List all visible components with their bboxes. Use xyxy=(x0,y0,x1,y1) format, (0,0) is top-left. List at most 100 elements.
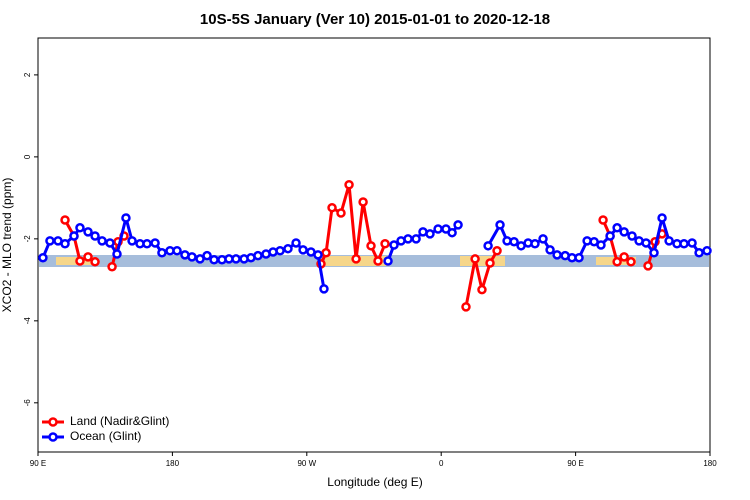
data-point xyxy=(319,284,329,294)
data-point xyxy=(694,248,704,258)
data-point xyxy=(195,254,205,264)
data-point xyxy=(69,231,79,241)
data-point xyxy=(38,252,48,263)
y-tick-label: -4 xyxy=(23,317,32,325)
data-point xyxy=(664,236,674,246)
data-point xyxy=(142,239,152,249)
data-point xyxy=(470,254,480,264)
x-tick-label: 180 xyxy=(166,459,180,468)
x-axis-label: Longitude (deg E) xyxy=(327,475,422,489)
data-point xyxy=(702,245,712,256)
data-point xyxy=(60,215,70,225)
data-point xyxy=(552,250,562,260)
data-point xyxy=(605,231,615,241)
x-tick-label: 180 xyxy=(703,459,717,468)
data-point xyxy=(202,250,212,261)
data-point xyxy=(366,241,376,251)
data-point xyxy=(60,239,70,249)
legend-label: Ocean (Glint) xyxy=(70,429,141,443)
data-point xyxy=(45,236,55,246)
data-point xyxy=(90,231,100,241)
data-point xyxy=(626,257,636,267)
y-tick-label: -6 xyxy=(23,399,32,407)
data-point xyxy=(492,245,502,256)
data-point xyxy=(157,248,167,258)
data-point xyxy=(530,239,540,249)
x-tick-label: 90 E xyxy=(30,459,46,468)
legend-marker xyxy=(48,432,58,442)
y-tick-label: 0 xyxy=(23,154,32,159)
data-point xyxy=(336,208,346,218)
data-point xyxy=(643,261,653,271)
data-point xyxy=(619,227,629,237)
band-land xyxy=(460,256,505,266)
data-point xyxy=(313,250,323,260)
data-point xyxy=(75,223,85,233)
data-point xyxy=(127,236,137,246)
data-point xyxy=(538,234,548,244)
y-tick-label: -2 xyxy=(23,235,32,243)
data-point xyxy=(380,239,390,249)
y-axis-label: XCO2 - MLO trend (ppm) xyxy=(0,178,14,313)
data-point xyxy=(344,179,354,190)
data-point xyxy=(283,243,293,254)
data-point xyxy=(351,254,361,264)
data-point xyxy=(275,245,285,256)
data-point xyxy=(327,202,337,213)
data-point xyxy=(425,229,435,239)
data-point xyxy=(485,258,495,268)
data-point xyxy=(358,197,368,207)
data-point xyxy=(321,248,331,258)
y-tick-label: 2 xyxy=(23,72,32,77)
data-point xyxy=(97,236,107,246)
data-point xyxy=(187,252,197,262)
data-point xyxy=(105,238,115,248)
data-point xyxy=(598,215,608,225)
data-point xyxy=(641,238,651,248)
x-tick-label: 90 E xyxy=(567,459,583,468)
data-point xyxy=(209,255,219,265)
chart-title: 10S-5S January (Ver 10) 2015-01-01 to 20… xyxy=(200,11,550,28)
data-point xyxy=(373,256,383,266)
x-tick-label: 0 xyxy=(439,459,444,468)
data-point xyxy=(83,227,93,237)
data-point xyxy=(75,256,85,266)
data-point xyxy=(453,220,463,230)
data-point xyxy=(433,224,443,234)
legend-label: Land (Nadir&Glint) xyxy=(70,414,169,428)
data-point xyxy=(253,250,263,261)
data-point xyxy=(545,245,555,255)
data-point xyxy=(389,240,399,250)
data-point xyxy=(495,220,505,230)
data-point xyxy=(107,261,117,272)
data-point xyxy=(150,238,160,248)
data-point xyxy=(447,227,457,238)
x-tick-label: 90 W xyxy=(297,459,316,468)
data-point xyxy=(172,245,182,256)
data-point xyxy=(112,249,122,259)
data-point xyxy=(298,245,308,255)
data-point xyxy=(687,238,697,248)
data-point xyxy=(477,284,487,295)
legend-marker xyxy=(48,417,58,427)
data-point xyxy=(574,252,584,263)
data-point xyxy=(461,302,471,312)
data-point xyxy=(411,234,421,244)
data-point xyxy=(649,248,659,258)
data-point xyxy=(483,241,493,251)
data-point xyxy=(291,238,301,248)
data-point xyxy=(509,236,519,247)
data-point xyxy=(596,240,606,250)
data-point xyxy=(679,239,689,249)
data-point xyxy=(231,254,241,264)
plot-frame xyxy=(37,37,711,453)
data-point xyxy=(121,213,131,223)
data-point xyxy=(383,256,393,266)
data-point xyxy=(627,231,637,241)
data-point xyxy=(612,223,622,233)
data-point xyxy=(612,257,622,267)
data-point xyxy=(619,252,629,262)
data-point xyxy=(657,213,667,223)
data-point xyxy=(403,234,413,244)
